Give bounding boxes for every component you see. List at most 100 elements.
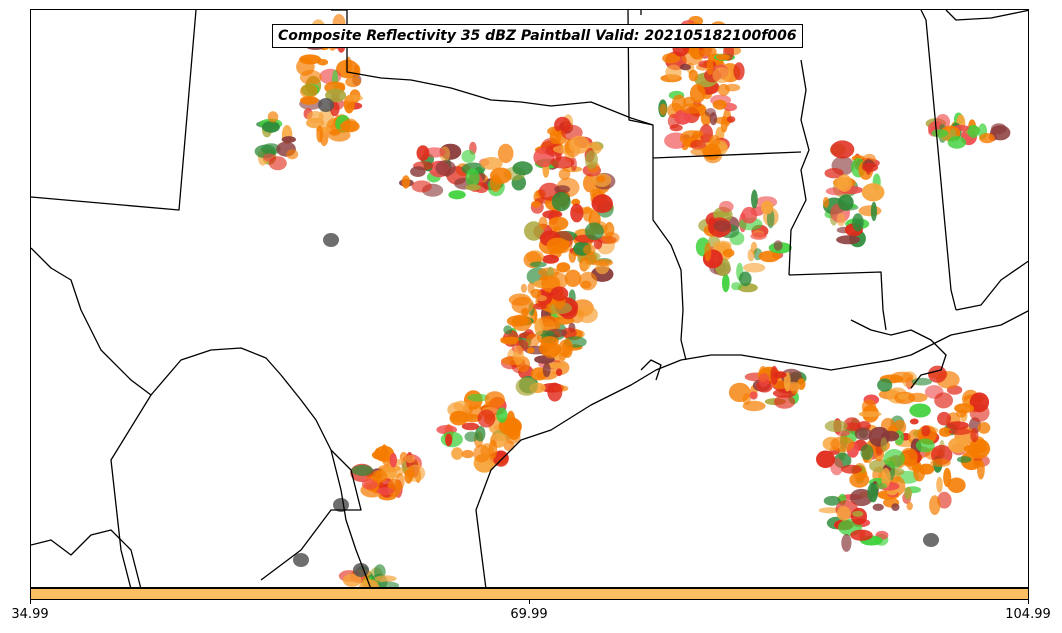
storm-blob <box>534 318 544 336</box>
storm-blob <box>583 244 596 255</box>
storm-blob <box>461 449 474 459</box>
storm-blob <box>593 238 603 250</box>
storm-blob <box>550 286 569 301</box>
storm-blob <box>749 391 758 400</box>
storm-blob <box>564 269 582 287</box>
storm-blob <box>858 205 882 217</box>
storm-blob <box>570 203 584 223</box>
storm-blob <box>451 447 463 460</box>
storm-blob <box>550 156 575 169</box>
storm-blob <box>512 161 533 176</box>
storm-blob <box>824 420 848 433</box>
storm-blob <box>883 449 905 469</box>
storm-blob <box>930 458 951 467</box>
storm-blob <box>733 62 745 81</box>
storm-blob <box>300 96 319 105</box>
storm-blob <box>361 478 378 490</box>
storm-blob <box>938 427 952 437</box>
storm-blob <box>739 271 752 287</box>
storm-blob <box>785 381 801 392</box>
storm-blob <box>956 456 972 463</box>
storm-blob <box>874 482 887 490</box>
storm-blob <box>880 437 888 452</box>
storm-blob <box>909 418 919 425</box>
storm-blob <box>849 472 870 488</box>
storm-blob <box>500 336 521 345</box>
storm-blob <box>497 143 514 164</box>
storm-blob <box>890 371 914 383</box>
storm-blob <box>722 248 735 258</box>
storm-blob-gray <box>923 533 939 547</box>
storm-blob <box>521 307 529 317</box>
radar-map <box>31 10 1028 587</box>
storm-blob <box>570 157 577 172</box>
storm-blob <box>934 392 953 409</box>
storm-blob <box>665 64 682 80</box>
storm-blob <box>267 111 279 123</box>
storm-blob <box>525 333 540 348</box>
ok-tx-north-border <box>331 10 654 126</box>
storm-blob <box>680 103 705 114</box>
storm-blob <box>717 83 730 96</box>
louisiana-coast-detail <box>850 319 947 389</box>
storm-blob <box>948 437 969 454</box>
storm-blob <box>720 116 728 133</box>
storm-blob <box>872 503 884 511</box>
storm-blob <box>690 147 710 156</box>
storm-blob <box>967 124 980 139</box>
storm-blob <box>503 325 513 335</box>
storm-blob <box>948 428 971 435</box>
storm-blob <box>897 393 910 400</box>
storm-blob <box>915 438 935 453</box>
storm-blob <box>558 168 571 180</box>
storm-blob <box>891 503 900 511</box>
texas-coastline <box>475 310 1028 587</box>
storm-blob <box>689 83 706 104</box>
storm-blob <box>602 232 620 244</box>
storm-blob <box>877 378 893 392</box>
storm-blob <box>562 240 571 247</box>
storm-blob <box>344 56 352 75</box>
storm-blob <box>496 407 508 423</box>
storm-blob <box>852 510 864 517</box>
storm-blob <box>860 444 874 461</box>
map-title: Composite Reflectivity 35 dBZ Paintball … <box>272 24 803 48</box>
storm-blob <box>662 53 681 64</box>
colorbar-label-middle: 69.99 <box>510 607 548 622</box>
storm-blob <box>836 174 853 193</box>
ms-al-border <box>925 19 957 311</box>
ok-ar-border <box>627 10 654 170</box>
storm-blob <box>709 112 718 126</box>
storm-blob <box>488 439 498 460</box>
storm-blob <box>972 460 982 467</box>
storm-blob <box>742 400 766 412</box>
storm-blob <box>461 422 480 431</box>
storm-blob <box>316 125 324 143</box>
storm-blob <box>342 118 358 132</box>
storm-blob <box>918 463 935 475</box>
storm-blob <box>741 206 758 224</box>
tn-border <box>640 10 927 21</box>
storm-blob-gray <box>293 553 309 567</box>
storm-blob <box>688 69 699 82</box>
colorbar-label-right: 104.99 <box>1005 607 1051 622</box>
storm-blob <box>726 116 736 123</box>
storm-blob <box>751 189 758 209</box>
storm-blob <box>836 235 861 245</box>
storm-blob <box>979 133 995 144</box>
storm-blob <box>823 495 841 506</box>
mississippi-river <box>788 59 810 276</box>
storm-blob <box>548 216 569 231</box>
storm-blob <box>816 450 835 469</box>
storm-blob <box>261 121 280 133</box>
storm-blob <box>937 411 952 426</box>
storm-blob <box>532 303 547 310</box>
storm-blob <box>712 67 731 84</box>
storm-blob <box>904 486 912 500</box>
storm-blob <box>484 391 505 408</box>
storm-blob <box>963 443 987 454</box>
storm-blob <box>758 250 781 263</box>
storm-blob <box>712 99 727 110</box>
storm-blob <box>520 283 527 293</box>
storm-blob <box>881 467 891 488</box>
